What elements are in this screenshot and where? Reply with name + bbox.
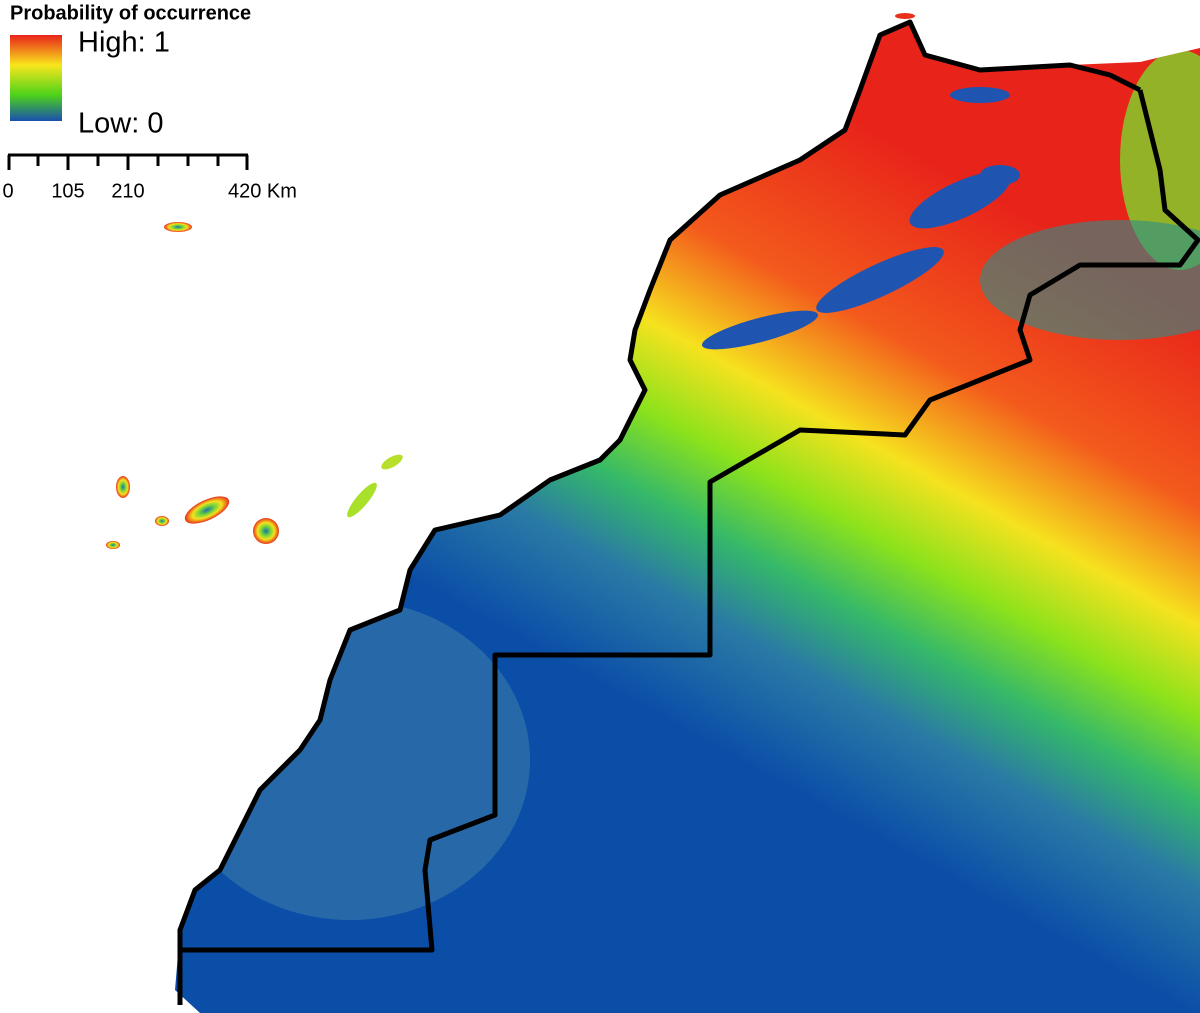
- legend: Probability of occurrence High: 1 Low: 0: [10, 2, 251, 140]
- scale-bar: [7, 153, 249, 170]
- scale-label: 420 Km: [228, 180, 297, 202]
- scale-label: 105: [51, 180, 84, 202]
- legend-ramp: [10, 35, 62, 121]
- islands: [106, 13, 915, 549]
- legend-low: Low: 0: [78, 108, 163, 140]
- scale-label: 210: [111, 180, 144, 202]
- scale-label: 0: [2, 180, 13, 202]
- legend-title: Probability of occurrence: [10, 2, 251, 24]
- borders: [177, 19, 1200, 1005]
- legend-high: High: 1: [78, 27, 170, 59]
